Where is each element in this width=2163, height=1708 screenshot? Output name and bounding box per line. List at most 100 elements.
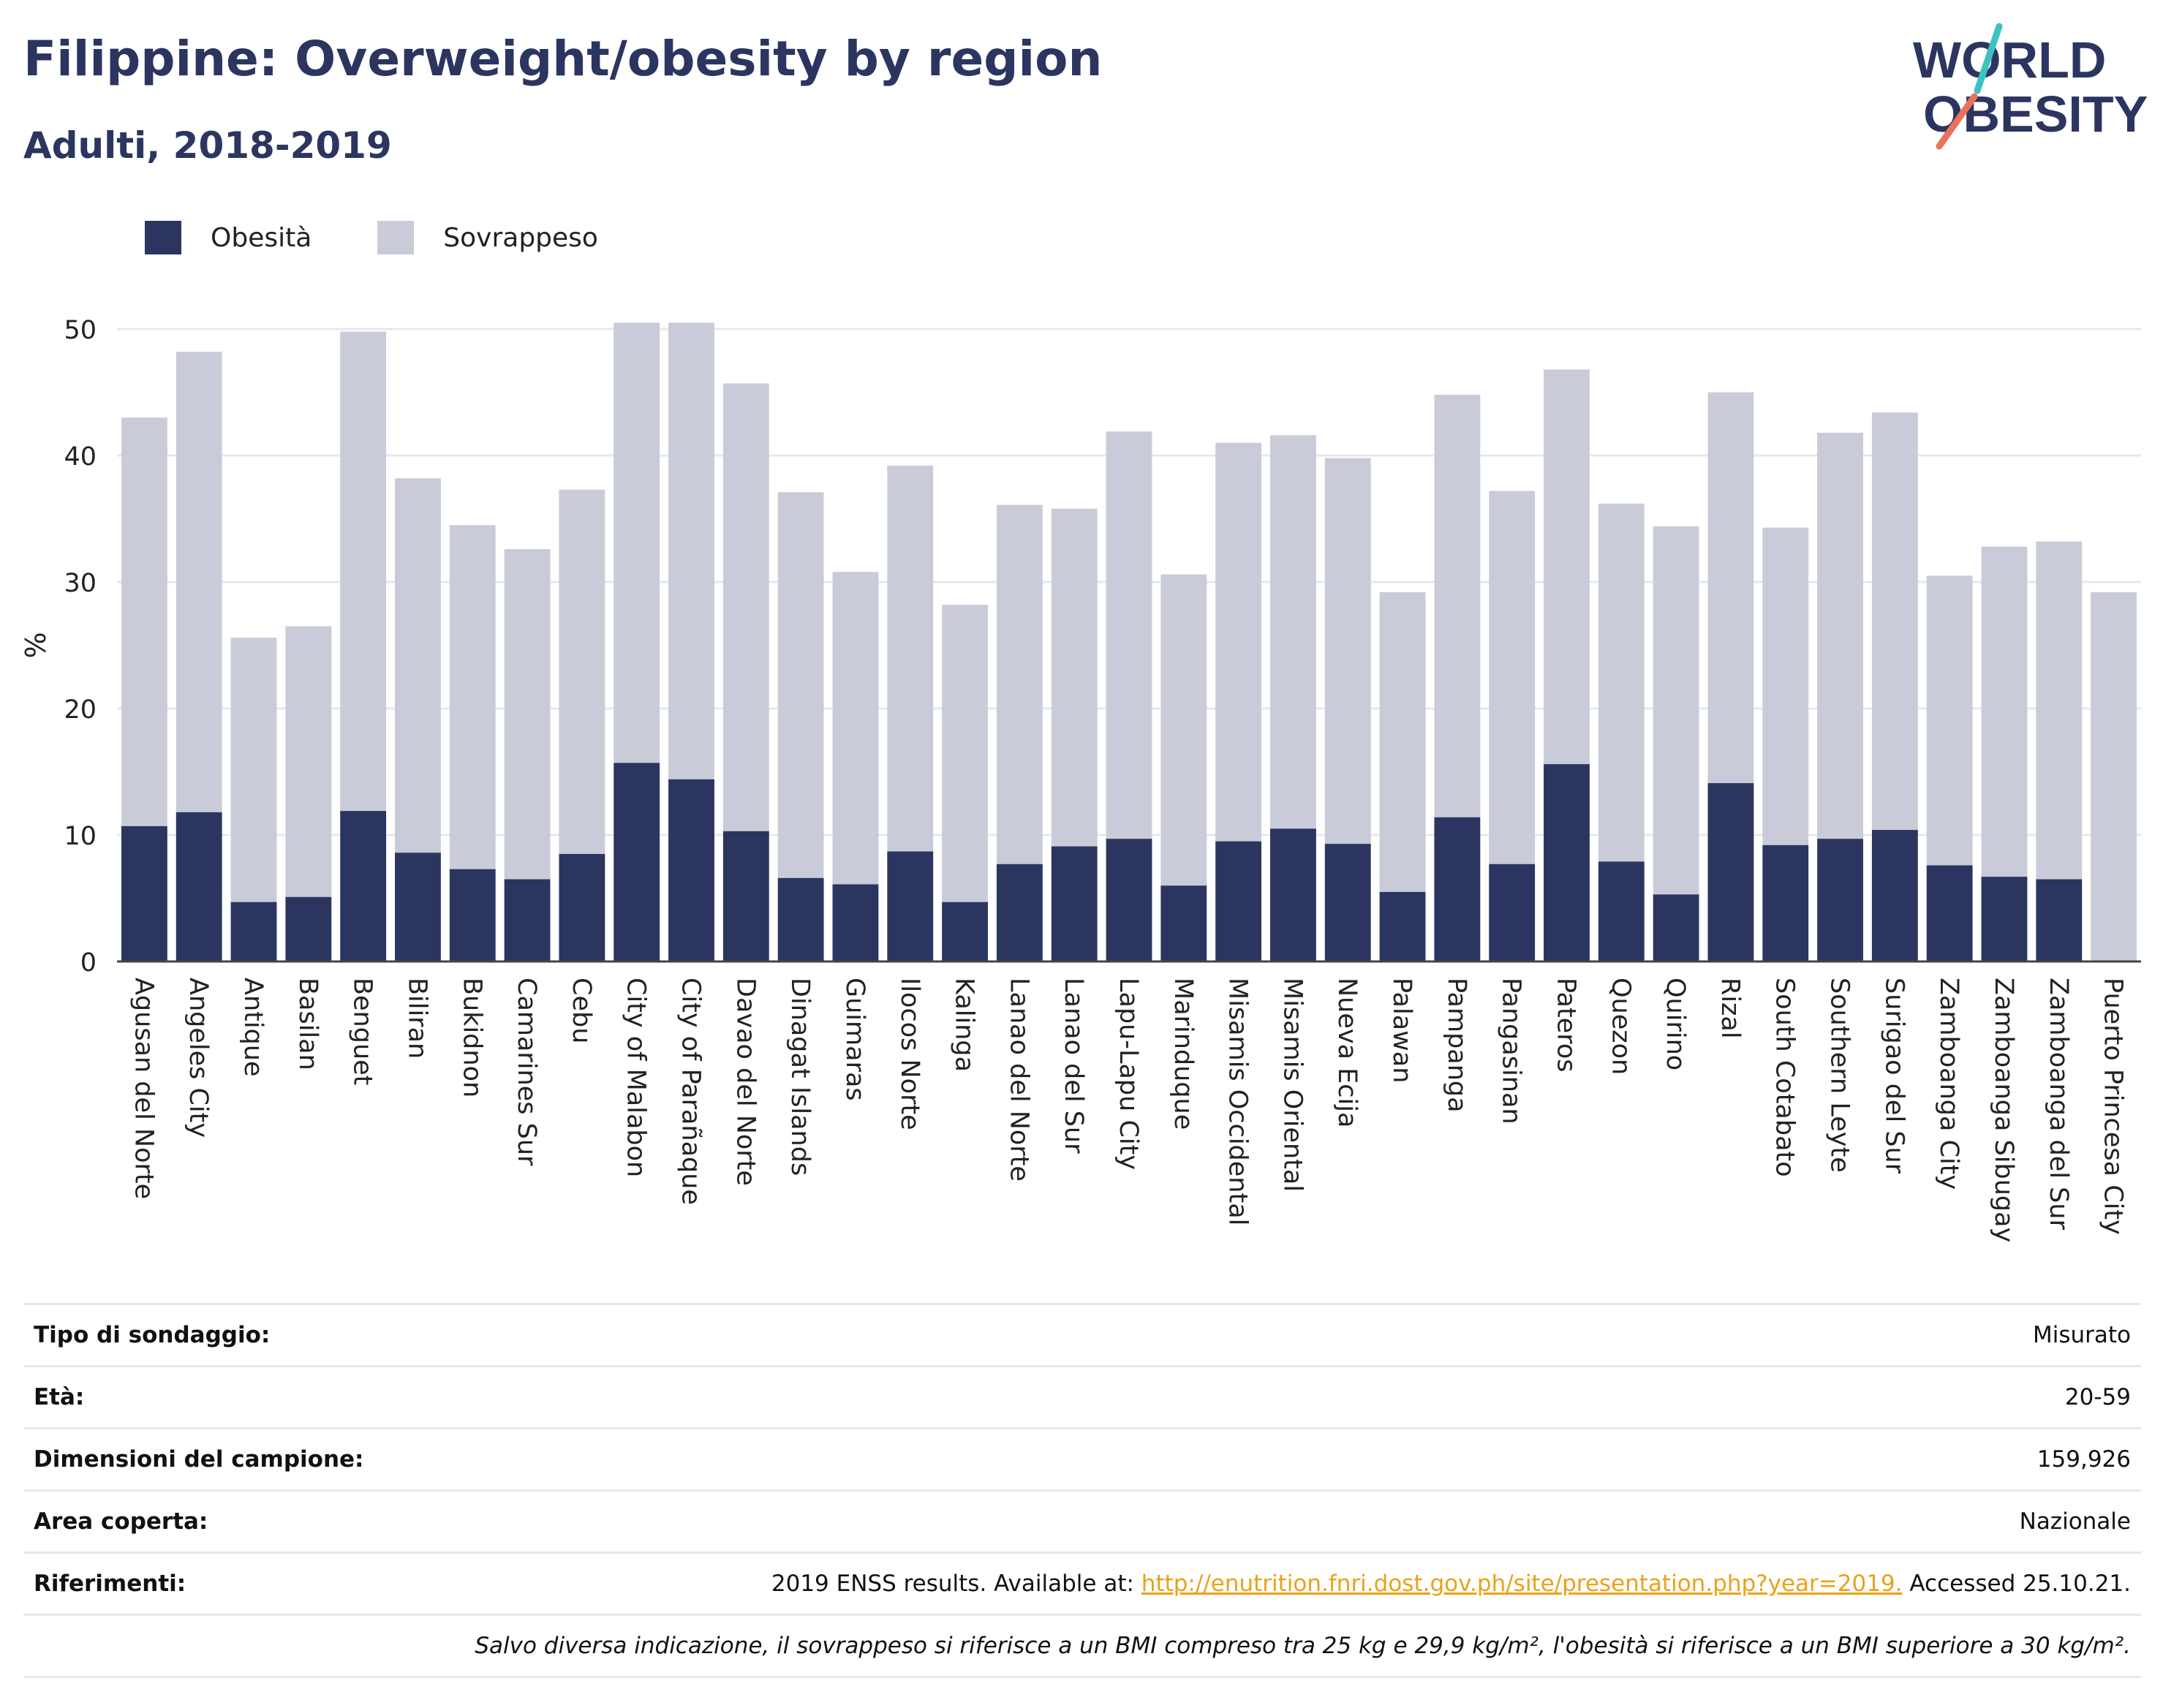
bar-overweight <box>1489 491 1536 864</box>
x-tick-label: Misamis Occidental <box>1223 978 1253 1225</box>
bar-obesity <box>1489 864 1536 961</box>
bar-obesity <box>1544 764 1590 961</box>
references-prefix: 2019 ENSS results. Available at: <box>771 1571 1141 1597</box>
bar-overweight <box>1544 369 1590 765</box>
x-tick-label: Agusan del Norte <box>129 978 158 1199</box>
logo-line1: WORLD <box>1913 31 2106 88</box>
page-subtitle: Adulti, 2018-2019 <box>23 124 392 167</box>
x-tick-label: Rizal <box>1715 978 1745 1039</box>
x-tick-label: Lanao del Norte <box>1004 978 1033 1182</box>
bar-overweight <box>668 322 714 779</box>
y-tick-label: 20 <box>64 695 97 725</box>
bar-obesity <box>121 825 167 961</box>
x-tick-label: Southern Leyte <box>1825 978 1854 1173</box>
bar-chart: 0 10 20 30 40 50% Agusan del Norte Angeles City… <box>20 316 2141 1242</box>
y-tick-label: 40 <box>64 442 97 472</box>
bar-obesity <box>614 763 660 961</box>
bar-overweight <box>1871 412 1918 831</box>
bar-overweight <box>395 478 441 853</box>
bar-overweight <box>1324 458 1371 844</box>
logo-line2: OBESITY <box>1923 86 2148 143</box>
info-row-survey-type: Tipo di sondaggio: Misurato <box>23 1303 2141 1365</box>
x-tick-label: Zamboanga del Sur <box>2044 978 2073 1231</box>
reference-link[interactable]: http://enutrition.fnri.dost.gov.ph/site/… <box>1141 1571 1903 1597</box>
bar-overweight <box>1106 431 1152 839</box>
bar-obesity <box>1653 894 1699 961</box>
references-suffix: Accessed 25.10.21. <box>1902 1571 2131 1597</box>
bar-overweight <box>1160 574 1207 886</box>
x-tick-label: Benguet <box>348 978 377 1085</box>
bar-obesity <box>777 877 824 961</box>
x-tick-label: Nueva Ecija <box>1332 978 1362 1127</box>
bar-obesity <box>1598 861 1645 961</box>
bar-obesity <box>504 879 551 961</box>
info-row-area: Area coperta: Nazionale <box>23 1489 2141 1552</box>
x-tick-label: Ilocos Norte <box>895 978 924 1130</box>
bar-obesity <box>832 884 879 961</box>
x-tick-label: Puerto Princesa City <box>2099 978 2128 1235</box>
bar-overweight <box>2036 541 2083 880</box>
y-tick-label: 50 <box>64 316 97 345</box>
bar-obesity <box>1051 846 1098 961</box>
x-tick-label: Quezon <box>1606 978 1635 1075</box>
info-value: Nazionale <box>2019 1508 2131 1535</box>
bar-overweight <box>1051 508 1098 847</box>
x-tick-label: Guimaras <box>840 978 869 1101</box>
x-tick-label: Angeles City <box>184 978 213 1138</box>
bar-obesity <box>1215 841 1262 961</box>
y-axis-label: % <box>20 632 52 658</box>
info-label: Area coperta: <box>34 1508 208 1535</box>
bar-obesity <box>1817 839 1863 961</box>
bar-obesity <box>1324 844 1371 961</box>
bar-overweight <box>175 352 222 812</box>
bar-overweight <box>1762 527 1809 845</box>
bar-overweight <box>722 383 769 831</box>
x-tick-label: Palawan <box>1387 978 1416 1083</box>
bar-obesity <box>942 902 988 961</box>
bar-overweight <box>614 322 660 763</box>
bar-obesity <box>887 851 934 961</box>
info-row-sample-size: Dimensioni del campione: 159,926 <box>23 1427 2141 1489</box>
bar-obesity <box>395 853 441 961</box>
legend-item-obesity: Obesità <box>145 221 312 254</box>
y-tick-label: 10 <box>64 822 97 851</box>
legend-item-overweight: Sovrappeso <box>377 221 598 254</box>
x-tick-label: Lanao del Sur <box>1059 978 1088 1154</box>
x-tick-label: Pateros <box>1551 978 1580 1073</box>
bar-overweight <box>1707 392 1754 784</box>
info-row-age: Età: 20-59 <box>23 1365 2141 1427</box>
bar-obesity <box>230 902 277 961</box>
bar-obesity <box>559 853 605 961</box>
info-value: Misurato <box>2032 1322 2131 1348</box>
bar-obesity <box>449 869 496 961</box>
info-table: Tipo di sondaggio: Misurato Età: 20-59 D… <box>23 1303 2141 1678</box>
x-tick-label: Zamboanga Sibugay <box>1989 978 2018 1242</box>
x-tick-label: Pampanga <box>1442 978 1471 1113</box>
info-label: Dimensioni del campione: <box>34 1446 364 1473</box>
legend-label-obesity: Obesità <box>211 222 312 253</box>
bar-obesity <box>1926 865 1973 961</box>
bar-overweight <box>2091 592 2137 961</box>
bar-obesity <box>996 864 1043 961</box>
y-tick-label: 0 <box>80 948 97 978</box>
info-row-references: Riferimenti: 2019 ENSS results. Availabl… <box>23 1552 2141 1614</box>
legend-swatch-obesity <box>145 221 181 254</box>
bar-overweight <box>449 525 496 869</box>
x-tick-label: South Cotabato <box>1770 978 1800 1177</box>
x-tick-label: Lapu-Lapu City <box>1114 978 1143 1170</box>
info-label: Età: <box>34 1384 85 1410</box>
info-row-note: Salvo diversa indicazione, il sovrappeso… <box>23 1614 2141 1678</box>
x-tick-label: City of Malabon <box>622 978 651 1177</box>
y-tick-label: 30 <box>64 569 97 598</box>
x-tick-label: Davao del Norte <box>731 978 760 1186</box>
bar-obesity <box>1160 885 1207 961</box>
bar-overweight <box>1270 435 1316 829</box>
x-tick-label: Marinduque <box>1169 978 1198 1130</box>
chart-legend: Obesità Sovrappeso <box>145 216 664 260</box>
x-tick-label: Dinagat Islands <box>785 978 815 1176</box>
x-tick-label: Surigao del Sur <box>1879 978 1909 1174</box>
bar-overweight <box>504 549 551 880</box>
x-tick-label: Basilan <box>293 978 322 1070</box>
x-tick-label: Misamis Oriental <box>1277 978 1307 1192</box>
bar-obesity <box>1434 817 1481 961</box>
